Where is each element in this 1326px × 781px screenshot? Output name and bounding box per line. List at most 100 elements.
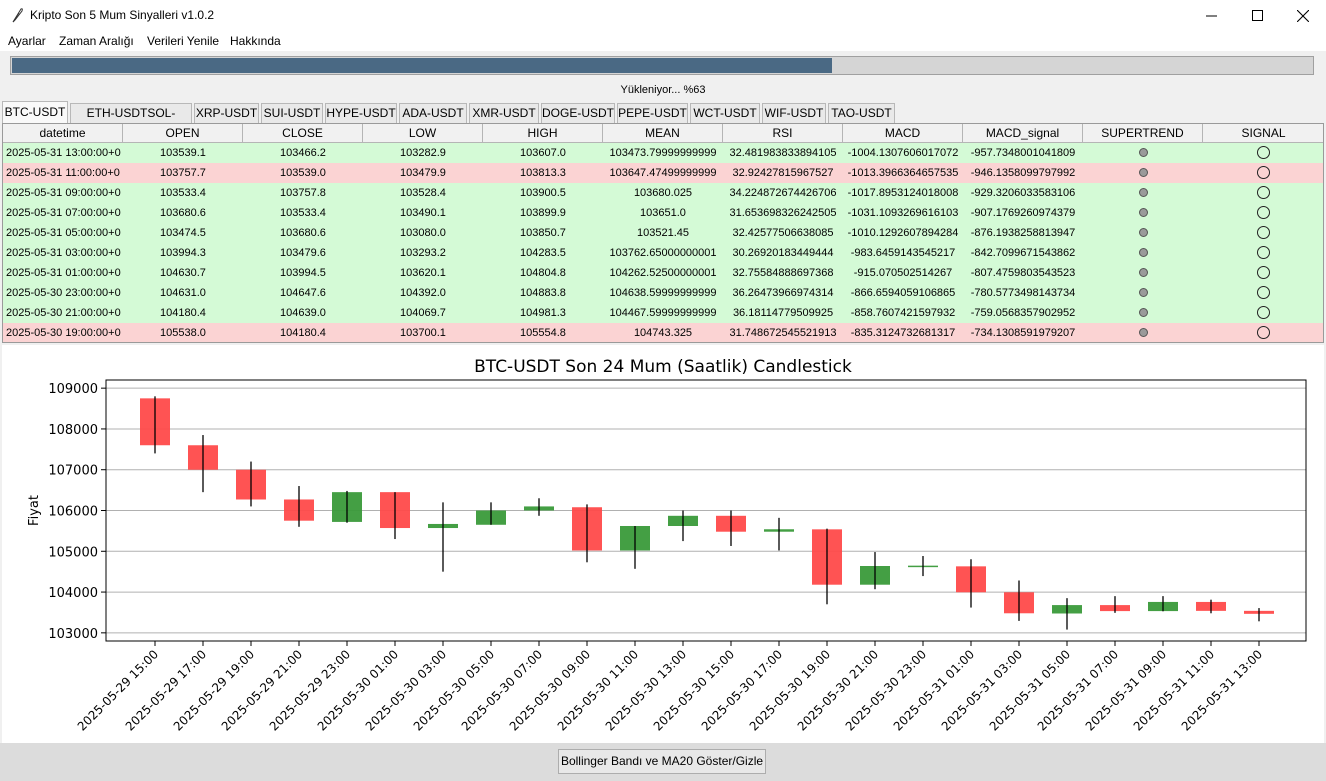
col-open-cell: 103994.3 [160, 247, 206, 259]
x-tick-label: 2025-05-30 19:00 [747, 647, 833, 733]
y-tick-label: 108000 [48, 423, 98, 438]
x-tick-label: 2025-05-29 19:00 [171, 647, 257, 733]
tab-ada-usdt[interactable]: ADA-USDT [399, 103, 467, 123]
bottom-bar: Bollinger Bandı ve MA20 Göster/Gizle [0, 743, 1326, 781]
tab-eth-usdtsol-usdt[interactable]: ETH-USDTSOL-USDT [70, 103, 192, 138]
table-row[interactable]: 2025-05-31 05:00:00+0 103474.5 103680.6 103… [3, 223, 1323, 243]
col-mean-cell: 103651.0 [640, 207, 686, 219]
col-high-header[interactable]: HIGH [483, 124, 603, 143]
col-rsi-cell: 32.481983833894105 [729, 147, 837, 159]
tab-hype-usdt[interactable]: HYPE-USDT [325, 103, 397, 123]
col-macd-signal-cell: -876.1938258813947 [970, 227, 1076, 239]
y-tick-label: 106000 [48, 505, 98, 520]
x-tick-label: 2025-05-31 13:00 [1179, 647, 1265, 733]
menu-time-range[interactable]: Zaman Aralığı [59, 34, 134, 48]
col-rsi-cell: 32.42577506638085 [732, 227, 834, 239]
table-row[interactable]: 2025-05-31 01:00:00+0 104630.7 103994.5 103… [3, 263, 1323, 283]
table-row[interactable]: 2025-05-30 19:00:00+0 105538.0 104180.4 103… [3, 323, 1323, 342]
tab-wct-usdt[interactable]: WCT-USDT [690, 103, 760, 123]
col-datetime-header[interactable]: datetime [3, 124, 123, 143]
progress-fill [12, 58, 833, 73]
table-row[interactable]: 2025-05-31 11:00:00+0 103757.7 103539.0 103… [3, 163, 1323, 183]
tab-sui-usdt[interactable]: SUI-USDT [261, 103, 323, 123]
tab-xrp-usdt[interactable]: XRP-USDT [194, 103, 259, 123]
col-datetime-cell: 2025-05-30 19:00:00+0 [6, 327, 121, 339]
col-low-cell: 104069.7 [400, 307, 446, 319]
col-mean-header[interactable]: MEAN [603, 124, 723, 143]
tab-pepe-usdt[interactable]: PEPE-USDT [617, 103, 688, 123]
col-macd-header[interactable]: MACD [843, 124, 963, 143]
col-macd-cell: -1004.1307606017072 [847, 147, 959, 159]
table-row[interactable]: 2025-05-30 21:00:00+0 104180.4 104639.0 104… [3, 303, 1323, 323]
col-open-cell: 103680.6 [160, 207, 206, 219]
tab-doge-usdt[interactable]: DOGE-USDT [541, 103, 615, 123]
col-rsi-header[interactable]: RSI [723, 124, 843, 143]
col-rsi-cell: 34.224872674426706 [729, 187, 837, 199]
table-row[interactable]: 2025-05-30 23:00:00+0 104631.0 104647.6 104… [3, 283, 1323, 303]
candlestick-chart: BTC-USDT Son 24 Mum (Saatlik) Candlestic… [2, 345, 1324, 743]
col-high-cell: 103899.9 [520, 207, 566, 219]
col-close-header[interactable]: CLOSE [243, 124, 363, 143]
col-supertrend-header[interactable]: SUPERTREND [1083, 124, 1203, 143]
col-rsi-cell: 36.26473966974314 [732, 287, 834, 299]
col-close-cell: 103757.8 [280, 187, 326, 199]
col-macd-signal-header[interactable]: MACD_signal [963, 124, 1083, 143]
menu-about[interactable]: Hakkında [230, 34, 281, 48]
signal-indicator [1257, 306, 1270, 319]
col-high-cell: 104883.8 [520, 287, 566, 299]
x-tick-label: 2025-05-30 07:00 [459, 647, 545, 733]
col-open-cell: 103533.4 [160, 187, 206, 199]
x-tick-label: 2025-05-30 09:00 [507, 647, 593, 733]
close-button[interactable] [1280, 0, 1326, 31]
menu-refresh-data[interactable]: Verileri Yenile [147, 34, 220, 48]
col-macd-signal-cell: -946.1358099797992 [970, 167, 1076, 179]
menu-settings[interactable]: Ayarlar [8, 34, 46, 48]
col-mean-cell: 103680.025 [633, 187, 693, 199]
col-close-cell: 103466.2 [280, 147, 326, 159]
col-low-header[interactable]: LOW [363, 124, 483, 143]
minimize-button[interactable] [1188, 0, 1234, 31]
table-row[interactable]: 2025-05-31 09:00:00+0 103533.4 103757.8 103… [3, 183, 1323, 203]
x-tick-label: 2025-05-30 15:00 [651, 647, 737, 733]
col-high-cell: 103607.0 [520, 147, 566, 159]
col-datetime-cell: 2025-05-31 11:00:00+0 [6, 167, 120, 179]
progress-bar [10, 56, 1314, 75]
maximize-button[interactable] [1234, 0, 1280, 31]
tab-btc-usdt[interactable]: BTC-USDT [2, 101, 68, 124]
signal-indicator [1257, 326, 1270, 339]
col-low-cell: 103080.0 [400, 227, 446, 239]
table-header: datetime OPEN CLOSE LOW HIGH MEAN RSI MACD MACD_… [3, 124, 1323, 143]
table-row[interactable]: 2025-05-31 03:00:00+0 103994.3 103479.6 103… [3, 243, 1323, 263]
col-close-cell: 103994.5 [280, 267, 326, 279]
tab-tao-usdt[interactable]: TAO-USDT [828, 103, 895, 123]
col-open-cell: 103474.5 [160, 227, 206, 239]
x-tick-label: 2025-05-30 03:00 [363, 647, 449, 733]
col-rsi-cell: 36.18114779509925 [732, 307, 834, 319]
col-open-cell: 103539.1 [160, 147, 206, 159]
col-rsi-cell: 30.26920183449444 [732, 247, 834, 259]
col-high-cell: 103850.7 [520, 227, 566, 239]
col-close-cell: 104647.6 [280, 287, 326, 299]
col-signal-header[interactable]: SIGNAL [1203, 124, 1323, 143]
table-row[interactable]: 2025-05-31 07:00:00+0 103680.6 103533.4 103… [3, 203, 1323, 223]
col-datetime-cell: 2025-05-31 05:00:00+0 [6, 227, 121, 239]
tab-wif-usdt[interactable]: WIF-USDT [762, 103, 826, 123]
signal-indicator [1257, 146, 1270, 159]
supertrend-indicator [1139, 148, 1148, 157]
table-row[interactable]: 2025-05-31 13:00:00+0 103539.1 103466.2 103… [3, 143, 1323, 163]
x-tick-label: 2025-05-30 05:00 [411, 647, 497, 733]
col-macd-cell: -915.070502514267 [853, 267, 953, 279]
toggle-bollinger-button[interactable]: Bollinger Bandı ve MA20 Göster/Gizle [558, 749, 766, 774]
signal-indicator [1257, 206, 1270, 219]
supertrend-indicator [1139, 288, 1148, 297]
x-tick-label: 2025-05-31 07:00 [1035, 647, 1121, 733]
menu-bar: Ayarlar Zaman Aralığı Verileri Yenile Ha… [0, 31, 1326, 51]
col-high-cell: 103813.3 [520, 167, 566, 179]
col-open-header[interactable]: OPEN [123, 124, 243, 143]
title-bar[interactable]: Kripto Son 5 Mum Sinyalleri v1.0.2 [0, 0, 1326, 31]
tab-xmr-usdt[interactable]: XMR-USDT [469, 103, 539, 123]
col-macd-signal-cell: -780.5773498143734 [970, 287, 1076, 299]
col-low-cell: 103293.2 [400, 247, 446, 259]
col-macd-cell: -1017.8953124018008 [847, 187, 959, 199]
col-mean-cell: 104743.325 [633, 327, 693, 339]
